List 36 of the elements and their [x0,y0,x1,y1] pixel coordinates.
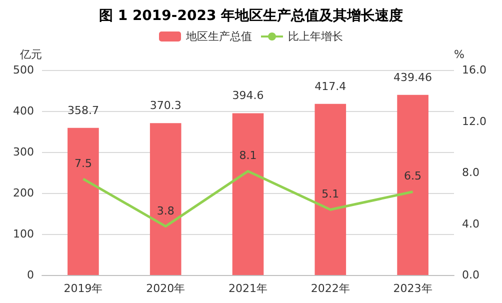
data-label: 8.1 [239,149,257,162]
chart-title: 图 1 2019-2023 年地区生产总值及其增长速度 [98,7,404,24]
y-axis-title: 亿元 [19,48,42,61]
data-label: 7.5 [74,156,92,170]
y2-tick-label: 4.0 [462,217,480,230]
y-tick-label: 500 [13,64,34,76]
data-label: 358.7 [67,104,99,117]
bar [397,94,428,275]
data-label: 6.5 [404,170,422,183]
y-tick-label: 100 [13,228,34,240]
data-label: 439.46 [394,70,432,84]
x-tick-label: 2023年 [393,282,432,295]
y2-tick-label: 12.0 [462,114,486,128]
bar [314,104,346,275]
bar [68,128,99,275]
y2-tick-label: 16.0 [462,64,486,76]
x-tick-label: 2021年 [228,282,268,295]
data-label: 3.8 [156,204,174,218]
data-label: 417.4 [314,80,346,93]
data-label: 394.6 [232,89,264,102]
bar [232,113,264,275]
y-tick-label: 200 [13,186,34,200]
legend-label: 比上年增长 [288,30,343,43]
x-tick-label: 2020年 [146,282,186,295]
x-tick-label: 2019年 [64,282,103,295]
legend-label: 地区生产总值 [185,30,252,43]
data-label: 370.3 [150,99,182,112]
y2-axis-title: % [454,48,464,61]
y2-tick-label: 0.0 [462,268,480,282]
bar [150,123,182,275]
y-tick-label: 300 [13,146,34,158]
y2-tick-label: 8.0 [462,166,480,179]
data-label: 5.1 [322,188,340,201]
y-tick-label: 400 [13,104,34,118]
x-tick-label: 2022年 [310,282,350,295]
y-tick-label: 0 [27,268,34,282]
